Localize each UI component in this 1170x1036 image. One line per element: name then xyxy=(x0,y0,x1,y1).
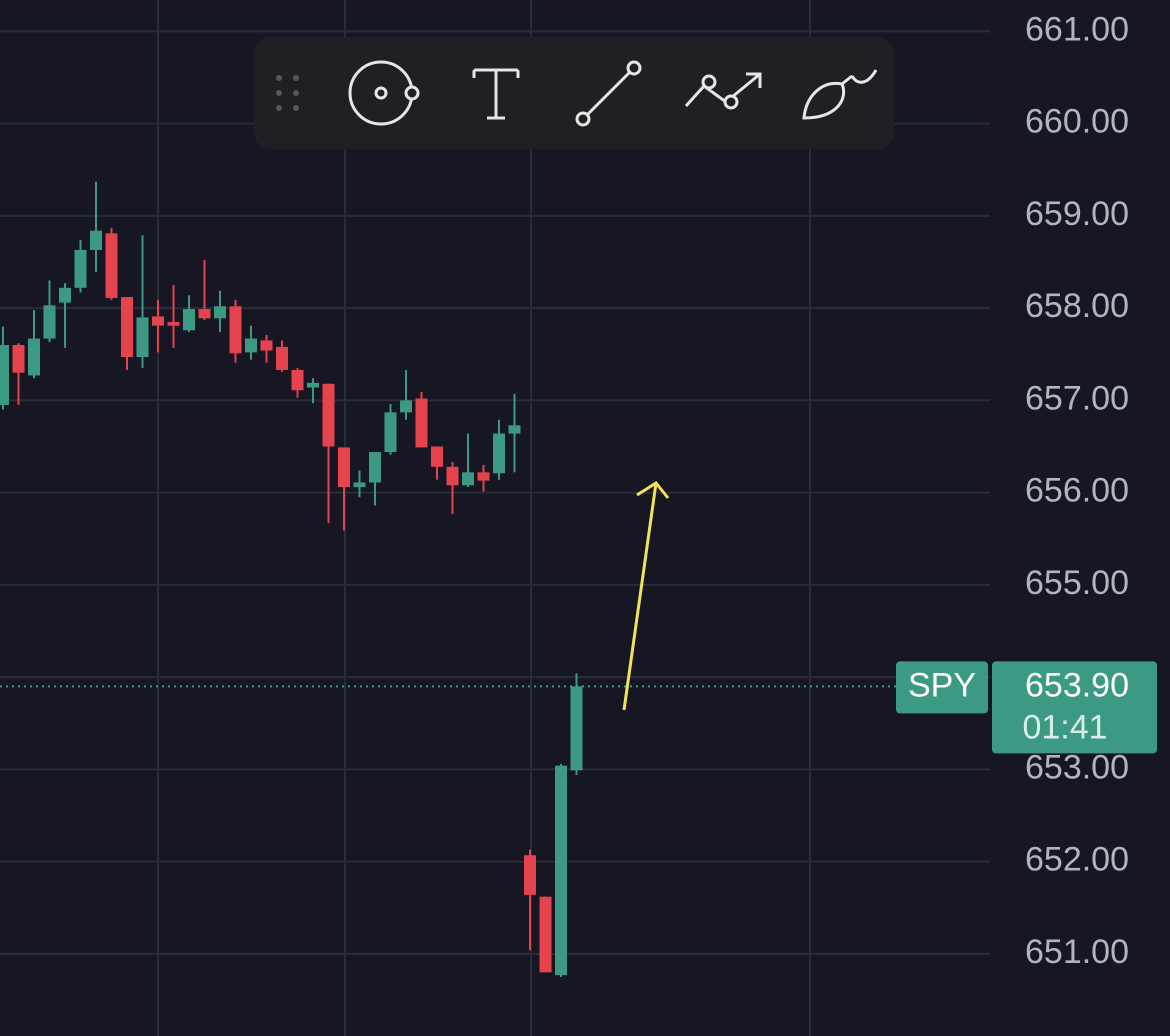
y-tick-label: 658.00 xyxy=(1025,287,1129,325)
drag-handle[interactable] xyxy=(276,75,299,111)
candle-body xyxy=(90,230,102,251)
candle-body xyxy=(105,233,118,298)
candle-body xyxy=(121,297,133,358)
candle-body xyxy=(291,369,304,391)
candle-body xyxy=(167,321,180,326)
candle-body xyxy=(493,433,505,474)
y-tick-label: 655.00 xyxy=(1025,564,1129,602)
countdown-label: 01:41 xyxy=(1022,708,1107,746)
candle-body xyxy=(508,425,521,434)
candle-body xyxy=(307,382,319,388)
candle-body xyxy=(28,338,40,376)
toolbar-bg xyxy=(254,37,894,149)
circle-tool[interactable] xyxy=(348,60,420,126)
candle-body xyxy=(152,316,164,326)
candle-body xyxy=(0,345,9,405)
candle-body xyxy=(400,400,412,413)
vertical-grid xyxy=(157,0,811,1036)
candle-body xyxy=(43,305,56,339)
y-tick-label: 660.00 xyxy=(1025,103,1129,141)
candle-body xyxy=(446,466,459,486)
candle-body xyxy=(260,340,273,351)
last-price-label: 653.90 xyxy=(1025,666,1129,704)
brush-tool[interactable] xyxy=(802,69,878,120)
candle-body xyxy=(245,338,257,353)
candle-body xyxy=(74,250,87,288)
candles xyxy=(0,181,583,977)
annotation-arrow-head xyxy=(636,481,670,499)
annotation-arrow xyxy=(622,482,658,711)
grid: 651.00652.00653.00654.00655.00656.00657.… xyxy=(0,10,1129,971)
candle-body xyxy=(353,482,366,488)
candle-body xyxy=(462,472,474,486)
candle-body xyxy=(136,317,149,358)
candle-body xyxy=(384,412,397,453)
text-tool[interactable] xyxy=(472,68,520,120)
candle-body xyxy=(431,446,443,467)
overlay: SPY 653.90 01:41 xyxy=(0,661,1157,754)
candle-body xyxy=(477,472,490,481)
candle-body xyxy=(539,896,552,973)
candle-body xyxy=(338,447,350,488)
y-tick-label: 657.00 xyxy=(1025,379,1129,417)
candle-body xyxy=(415,398,428,448)
drawing-toolbar xyxy=(254,37,894,149)
path-tool[interactable] xyxy=(684,72,762,110)
price-badge xyxy=(992,661,1157,754)
symbol-badge xyxy=(896,661,988,714)
y-tick-label: 656.00 xyxy=(1025,472,1129,510)
y-tick-label: 661.00 xyxy=(1025,10,1129,48)
y-tick-label: 659.00 xyxy=(1025,195,1129,233)
candle-body xyxy=(322,383,335,447)
candle-body xyxy=(59,287,71,303)
y-tick-label: 652.00 xyxy=(1025,841,1129,879)
candle-body xyxy=(524,855,536,895)
candle-body xyxy=(276,346,288,370)
candle-body xyxy=(369,452,381,483)
y-tick-label: 651.00 xyxy=(1025,933,1129,971)
candle-body xyxy=(555,765,567,976)
candle-body xyxy=(229,306,242,354)
candle-body xyxy=(214,306,226,319)
candle-body xyxy=(570,686,583,771)
symbol-label: SPY xyxy=(908,666,976,704)
candle-body xyxy=(198,309,211,319)
candle-body xyxy=(183,309,195,331)
line-tool[interactable] xyxy=(575,60,642,127)
y-tick-label: 653.00 xyxy=(1025,748,1129,786)
candle-body xyxy=(12,345,25,373)
